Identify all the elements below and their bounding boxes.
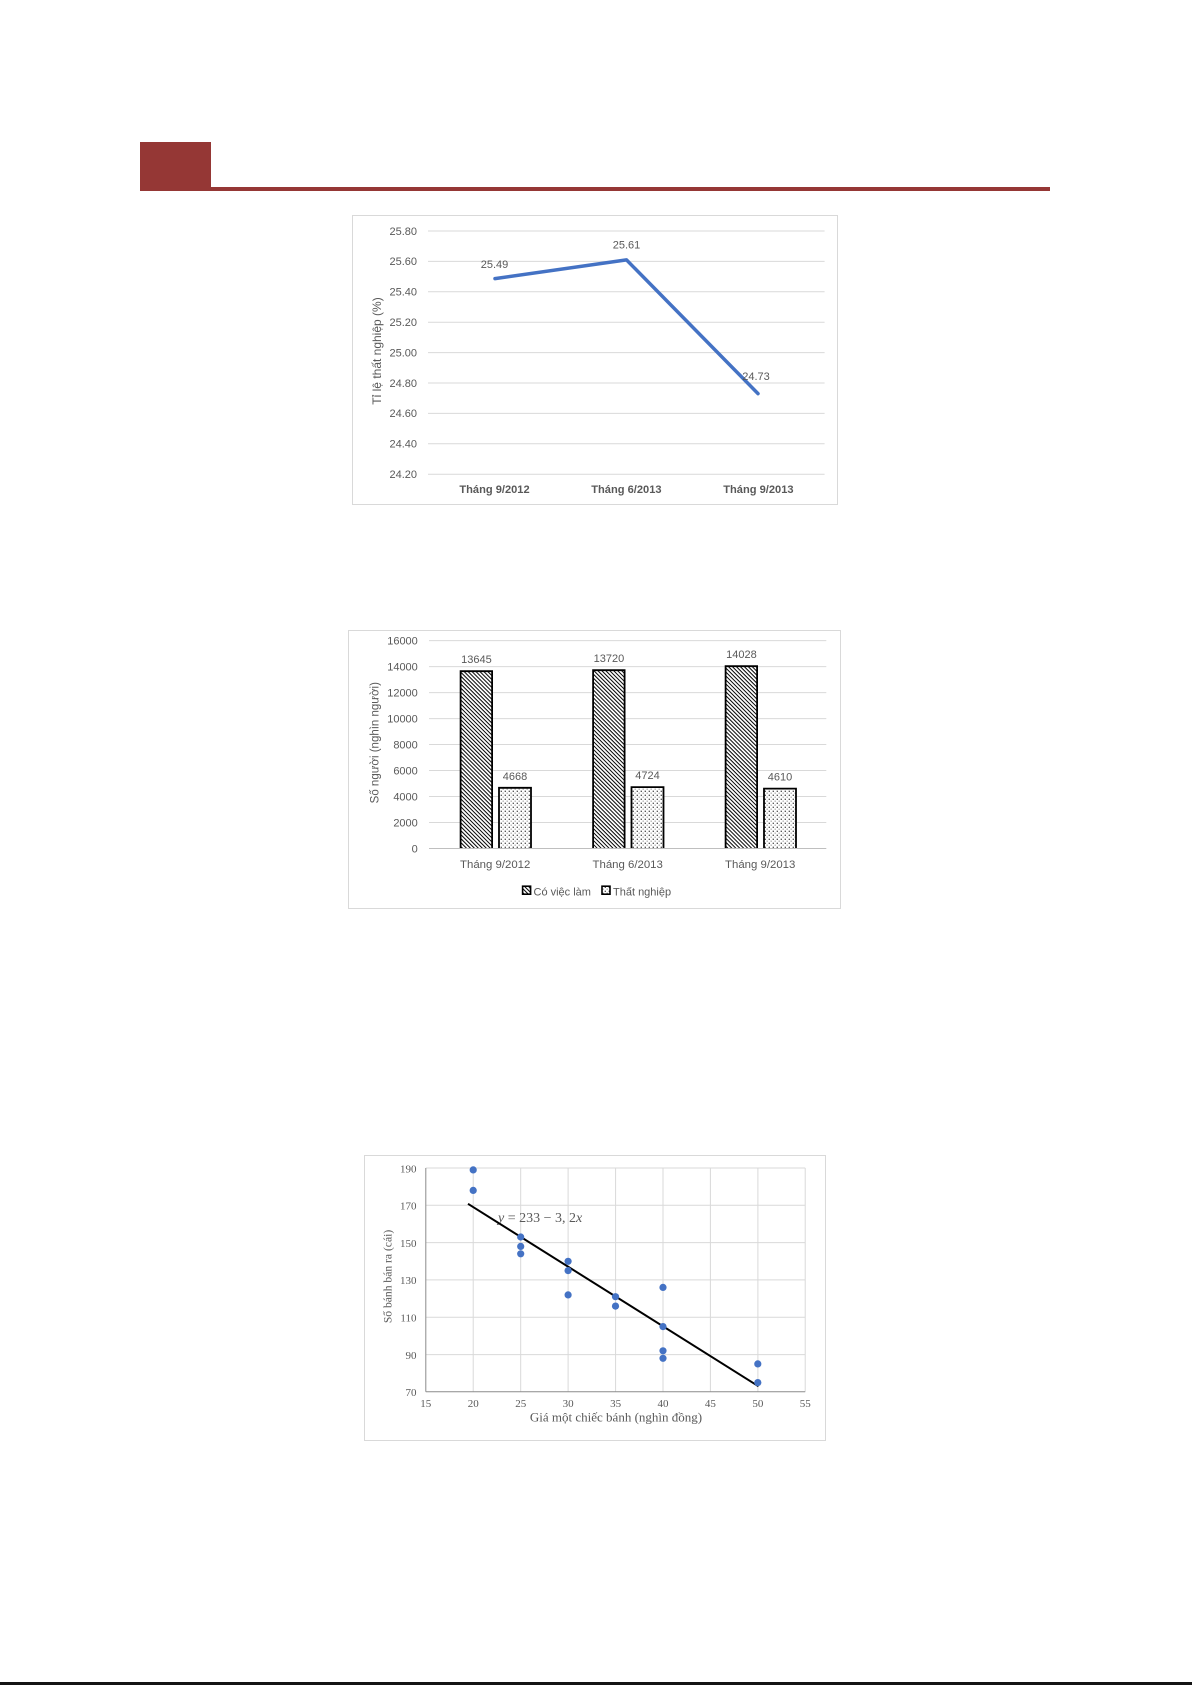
svg-text:20: 20 [468,1398,480,1410]
svg-text:14000: 14000 [387,661,418,673]
svg-text:Thất nghiệp: Thất nghiệp [613,887,671,899]
svg-text:Tháng 6/2013: Tháng 6/2013 [591,484,661,496]
svg-text:6000: 6000 [393,765,417,777]
svg-text:12000: 12000 [387,687,418,699]
svg-text:Số bánh bán ra (cái): Số bánh bán ra (cái) [382,1230,395,1323]
svg-text:150: 150 [400,1238,417,1250]
svg-text:Tháng 9/2012: Tháng 9/2012 [459,484,529,496]
svg-text:0: 0 [412,843,418,855]
svg-text:170: 170 [400,1201,417,1213]
svg-text:25.61: 25.61 [613,240,641,252]
svg-text:24.80: 24.80 [389,378,417,390]
svg-text:Tỉ lệ thất nghiệp (%): Tỉ lệ thất nghiệp (%) [370,297,384,404]
svg-text:2000: 2000 [393,817,417,829]
svg-text:110: 110 [400,1313,417,1325]
svg-text:y = 233 − 3, 2x: y = 233 − 3, 2x [496,1211,583,1226]
svg-text:25.40: 25.40 [389,287,417,299]
svg-text:35: 35 [610,1398,622,1410]
svg-text:13645: 13645 [461,654,492,666]
svg-text:50: 50 [752,1398,764,1410]
svg-text:25.60: 25.60 [389,256,417,268]
svg-text:4668: 4668 [503,771,527,783]
svg-text:15: 15 [420,1398,432,1410]
svg-text:Số người (nghìn người): Số người (nghìn người) [370,682,382,803]
svg-text:25: 25 [515,1398,527,1410]
svg-text:4724: 4724 [635,770,659,782]
svg-text:25.00: 25.00 [389,347,417,359]
svg-text:Tháng 9/2013: Tháng 9/2013 [723,484,793,496]
svg-text:70: 70 [406,1387,418,1399]
svg-text:24.60: 24.60 [389,408,417,420]
svg-text:24.20: 24.20 [389,469,417,481]
svg-text:190: 190 [400,1163,417,1175]
svg-text:130: 130 [400,1275,417,1287]
svg-text:Tháng 9/2012: Tháng 9/2012 [460,859,530,871]
svg-text:Tháng 9/2013: Tháng 9/2013 [725,859,795,871]
svg-text:40: 40 [658,1398,670,1410]
svg-text:55: 55 [800,1398,812,1410]
svg-text:24.73: 24.73 [742,371,770,383]
svg-text:10000: 10000 [387,713,418,725]
svg-text:13720: 13720 [594,653,625,665]
svg-text:25.49: 25.49 [481,259,509,271]
svg-text:90: 90 [406,1350,418,1362]
svg-text:4000: 4000 [393,791,417,803]
svg-text:30: 30 [563,1398,575,1410]
svg-text:24.40: 24.40 [389,439,417,451]
svg-text:16000: 16000 [387,635,418,647]
svg-text:Tháng 6/2013: Tháng 6/2013 [593,859,663,871]
svg-text:Có việc làm: Có việc làm [534,887,591,899]
svg-text:Giá một chiếc bánh (nghìn đồng: Giá một chiếc bánh (nghìn đồng) [530,1410,702,1425]
svg-text:25.20: 25.20 [389,317,417,329]
svg-text:4610: 4610 [768,772,792,784]
svg-text:8000: 8000 [393,739,417,751]
svg-text:14028: 14028 [726,649,757,661]
svg-text:45: 45 [705,1398,717,1410]
svg-text:25.80: 25.80 [389,226,417,238]
